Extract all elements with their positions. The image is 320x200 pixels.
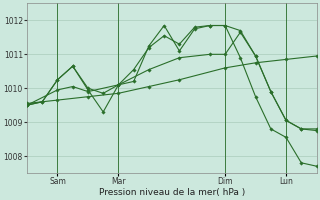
X-axis label: Pression niveau de la mer( hPa ): Pression niveau de la mer( hPa ): [99, 188, 245, 197]
